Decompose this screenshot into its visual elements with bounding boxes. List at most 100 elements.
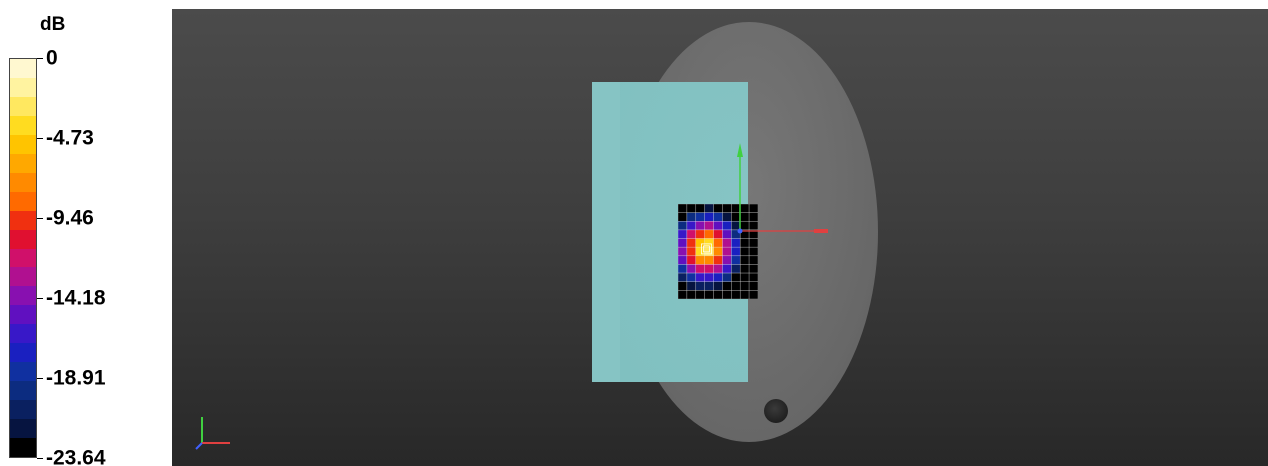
heatmap-cell	[704, 204, 714, 213]
heatmap-cell	[704, 212, 714, 222]
heatmap-cell	[686, 272, 697, 282]
heatmap-cell	[695, 212, 705, 222]
heatmap-cell	[686, 221, 697, 231]
legend-swatch	[10, 59, 36, 78]
legend-swatch	[10, 438, 36, 458]
heatmap-cell	[713, 204, 723, 213]
legend-swatch	[10, 324, 36, 344]
heatmap-cell	[731, 204, 741, 213]
heatmap-cell	[704, 264, 714, 274]
heatmap-cell	[686, 281, 697, 291]
legend-swatch	[10, 248, 36, 268]
heatmap-cell	[731, 212, 741, 222]
heatmap-cell	[704, 272, 714, 282]
heatmap-cell	[739, 272, 750, 282]
heatmap-cell	[748, 221, 758, 231]
area-scan-heatmap	[678, 204, 758, 299]
legend-swatch	[10, 419, 36, 439]
legend-label-3: -14.18	[46, 286, 106, 310]
heatmap-cell	[748, 238, 758, 248]
heatmap-cell	[722, 221, 732, 231]
legend-tick	[37, 298, 43, 299]
heatmap-cell	[739, 221, 750, 231]
heatmap-cell	[748, 229, 758, 239]
heatmap-cell	[704, 290, 714, 299]
heatmap-cell	[695, 229, 705, 239]
heatmap-cell	[748, 212, 758, 222]
legend-swatch	[10, 362, 36, 382]
heatmap-cell	[739, 290, 750, 299]
phantom-fill-hole	[764, 399, 788, 423]
heatmap-cell	[748, 264, 758, 274]
heatmap-cell	[722, 212, 732, 222]
legend-swatch	[10, 400, 36, 420]
heatmap-cell	[722, 290, 732, 299]
heatmap-cell	[722, 264, 732, 274]
heatmap-cell	[678, 264, 688, 274]
heatmap-cell	[739, 246, 750, 257]
legend-swatch	[10, 134, 36, 154]
peak-marker	[703, 245, 710, 253]
heatmap-cell	[722, 229, 732, 239]
heatmap-cell	[678, 281, 688, 291]
heatmap-cell	[731, 290, 741, 299]
orientation-triad-icon	[195, 417, 230, 450]
heatmap-cell	[695, 290, 705, 299]
heatmap-cell	[713, 229, 723, 239]
heatmap-cell	[678, 272, 688, 282]
legend-color-bar	[9, 58, 37, 458]
legend-tick	[37, 138, 43, 139]
heatmap-cell	[731, 264, 741, 274]
heatmap-cell	[722, 246, 732, 257]
legend-unit-label: dB	[40, 14, 66, 35]
legend-label-4: -18.91	[46, 366, 106, 390]
heatmap-cell	[739, 238, 750, 248]
heatmap-cell	[739, 255, 750, 265]
legend-swatch	[10, 381, 36, 401]
heatmap-cell	[713, 221, 723, 231]
heatmap-cell	[731, 221, 741, 231]
heatmap-cell	[678, 204, 688, 213]
heatmap-cell	[695, 281, 705, 291]
legend-swatch	[10, 229, 36, 249]
heatmap-cell	[748, 255, 758, 265]
legend-swatch	[10, 191, 36, 211]
heatmap-cell	[748, 204, 758, 213]
heatmap-cell	[695, 255, 705, 265]
heatmap-cell	[722, 272, 732, 282]
heatmap-cell	[678, 255, 688, 265]
color-legend: dB 0 -4.73 -9.46 -14.18 -18.91 -23.64	[0, 0, 170, 466]
legend-swatch	[10, 267, 36, 287]
legend-tick	[37, 218, 43, 219]
peak-marker	[701, 243, 712, 255]
heatmap-cell	[748, 281, 758, 291]
heatmap-cell	[713, 238, 723, 248]
heatmap-cell	[695, 264, 705, 274]
legend-swatch	[10, 172, 36, 192]
legend-label-2: -9.46	[46, 206, 94, 230]
heatmap-cell	[686, 238, 697, 248]
heatmap-cell	[731, 238, 741, 248]
heatmap-cell	[686, 255, 697, 265]
heatmap-cell	[678, 246, 688, 257]
heatmap-cell	[704, 221, 714, 231]
heatmap-cell	[739, 264, 750, 274]
heatmap-cell	[686, 264, 697, 274]
legend-swatch	[10, 96, 36, 116]
heatmap-cell	[748, 272, 758, 282]
legend-swatch	[10, 115, 36, 135]
heatmap-cell	[695, 272, 705, 282]
heatmap-cell	[731, 281, 741, 291]
heatmap-cell	[748, 246, 758, 257]
heatmap-cell	[748, 290, 758, 299]
3d-viewport[interactable]	[172, 9, 1268, 466]
heatmap-cell	[713, 264, 723, 274]
legend-swatch	[10, 153, 36, 173]
heatmap-cell	[713, 212, 723, 222]
heatmap-cell	[722, 238, 732, 248]
heatmap-cell	[686, 246, 697, 257]
heatmap-cell	[731, 255, 741, 265]
legend-swatch	[10, 77, 36, 97]
heatmap-cell	[713, 255, 723, 265]
